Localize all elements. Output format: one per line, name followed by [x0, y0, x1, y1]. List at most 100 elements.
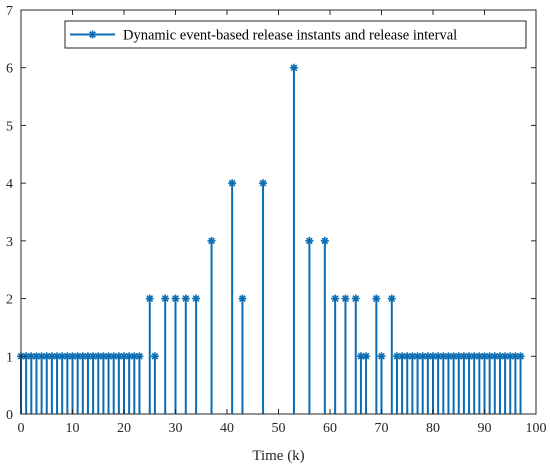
stem-marker	[171, 294, 180, 303]
stem-point	[387, 294, 396, 414]
stem-point	[320, 236, 329, 414]
stem-point	[495, 352, 504, 414]
stems-layer	[17, 63, 525, 414]
y-tick-label: 7	[6, 4, 13, 19]
stem-point	[42, 352, 51, 414]
stem-marker	[289, 63, 298, 72]
stem-marker	[207, 236, 216, 245]
x-tick-label: 60	[323, 421, 337, 436]
stem-point	[480, 352, 489, 414]
stem-marker	[398, 352, 407, 361]
legend: Dynamic event-based release instants and…	[64, 20, 527, 49]
stem-marker	[320, 236, 329, 245]
stem-point	[53, 352, 62, 414]
stem-marker	[387, 294, 396, 303]
stem-marker	[377, 352, 386, 361]
stem-marker	[145, 294, 154, 303]
stem-point	[475, 352, 484, 414]
stem-point	[68, 352, 77, 414]
legend-asterisk-icon	[88, 30, 97, 39]
x-tick-label: 90	[478, 421, 492, 436]
stem-point	[289, 63, 298, 414]
stem-marker	[42, 352, 51, 361]
stem-marker	[63, 352, 72, 361]
y-tick-label: 0	[6, 408, 13, 423]
stem-point	[398, 352, 407, 414]
stem-marker	[114, 352, 123, 361]
x-tick-label: 0	[18, 421, 25, 436]
stem-point	[362, 352, 371, 414]
x-tick-label: 70	[375, 421, 389, 436]
stem-marker	[341, 294, 350, 303]
stem-marker	[501, 352, 510, 361]
stem-point	[490, 352, 499, 414]
legend-marker-icon	[88, 30, 97, 39]
x-axis-ticks: 0 10 20 30 40 50 60 70 80 90 100	[18, 10, 547, 436]
stem-point	[439, 352, 448, 414]
stem-point	[305, 236, 314, 414]
stem-point	[238, 294, 247, 414]
stem-marker	[305, 236, 314, 245]
y-tick-label: 6	[6, 62, 13, 77]
x-tick-label: 100	[526, 421, 547, 436]
stem-point	[403, 352, 412, 414]
stem-marker	[403, 352, 412, 361]
stem-point	[192, 294, 201, 414]
stem-point	[331, 294, 340, 414]
stem-point	[135, 352, 144, 414]
stem-marker	[181, 294, 190, 303]
stem-point	[207, 236, 216, 414]
stem-point	[114, 352, 123, 414]
stem-marker	[331, 294, 340, 303]
stem-point	[516, 352, 525, 414]
stem-point	[501, 352, 510, 414]
x-tick-label: 40	[220, 421, 234, 436]
stem-point	[429, 352, 437, 414]
stem-marker	[238, 294, 247, 303]
stem-point	[485, 352, 494, 414]
stem-point	[32, 352, 41, 414]
stem-point	[150, 352, 159, 414]
stem-point	[377, 352, 386, 414]
stem-point	[145, 294, 154, 414]
x-axis-label: Time (k)	[252, 448, 304, 464]
stem-point	[63, 352, 72, 414]
x-tick-label: 10	[66, 421, 80, 436]
stem-point	[259, 179, 268, 414]
stem-marker	[351, 294, 360, 303]
y-tick-label: 1	[6, 350, 13, 365]
stem-point	[392, 352, 401, 414]
stem-point	[171, 294, 180, 414]
x-tick-label: 30	[169, 421, 183, 436]
stem-marker	[485, 352, 494, 361]
stem-point	[372, 294, 381, 414]
stem-marker	[228, 179, 237, 188]
x-tick-label: 80	[426, 421, 440, 436]
stem-marker	[392, 352, 401, 361]
stem-marker	[362, 352, 371, 361]
stem-point	[181, 294, 190, 414]
stem-marker	[259, 179, 268, 188]
stem-point	[228, 179, 237, 414]
stem-marker	[418, 352, 427, 361]
legend-box	[64, 20, 527, 49]
stem-point	[161, 294, 170, 414]
stem-point	[351, 294, 360, 414]
y-tick-label: 5	[6, 119, 13, 134]
stem-marker	[135, 352, 144, 361]
stem-point	[125, 352, 134, 414]
stem-point	[408, 352, 417, 414]
stem-marker	[161, 294, 170, 303]
stem-marker	[372, 294, 381, 303]
stem-marker	[125, 352, 134, 361]
x-tick-label: 20	[117, 421, 131, 436]
stem-point	[120, 352, 128, 414]
stem-marker	[192, 294, 201, 303]
stem-point	[341, 294, 350, 414]
stem-point	[94, 352, 103, 414]
y-tick-label: 2	[6, 293, 13, 308]
stem-point	[418, 352, 427, 414]
stem-marker	[516, 352, 525, 361]
x-tick-label: 50	[272, 421, 286, 436]
